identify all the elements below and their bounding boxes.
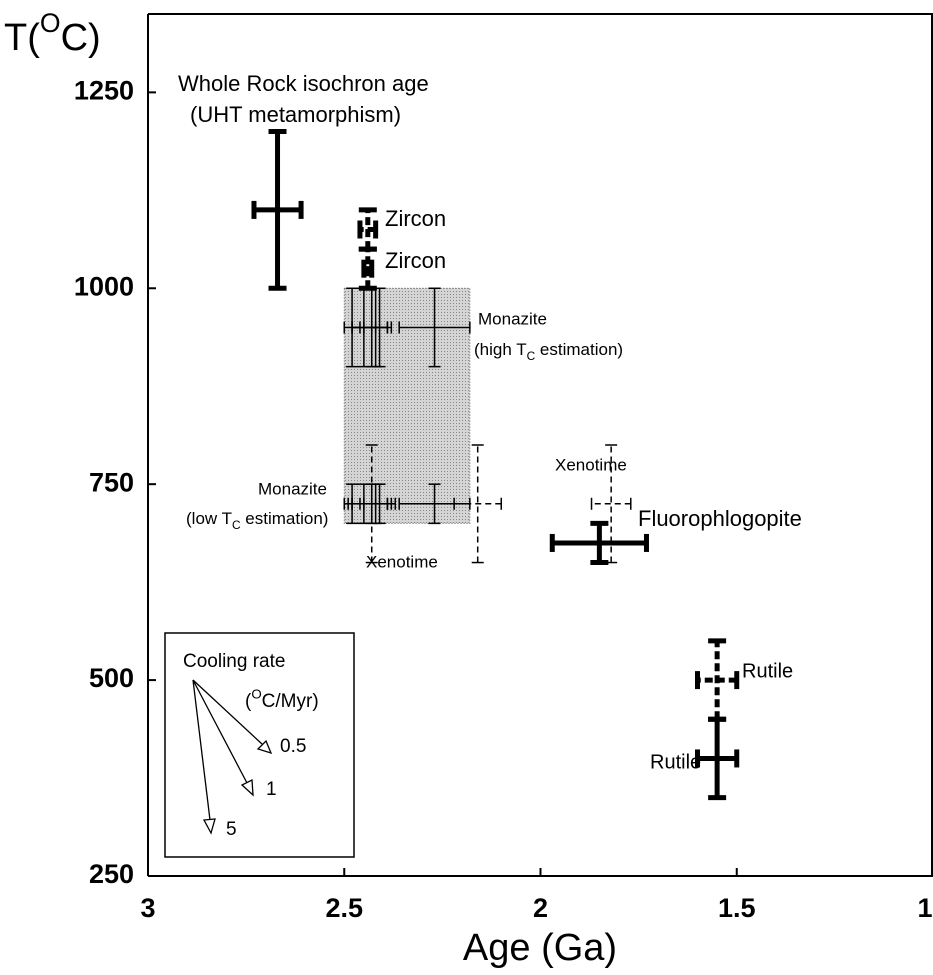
y-axis-label-part: C) bbox=[61, 17, 101, 59]
y-tick-label: 250 bbox=[89, 859, 134, 889]
annotation: Xenotime bbox=[555, 455, 627, 474]
annotation-part: (high T bbox=[474, 340, 527, 359]
y-tick-label: 1250 bbox=[74, 75, 134, 105]
cooling-arrows bbox=[192, 679, 273, 835]
shaded-region bbox=[343, 287, 471, 524]
annotation: Whole Rock isochron age bbox=[178, 71, 429, 96]
error-point bbox=[370, 287, 389, 368]
annotation: Zircon bbox=[385, 248, 446, 273]
annotation: Rutile bbox=[650, 751, 701, 773]
inset-unit: (OC/Myr) bbox=[245, 686, 319, 712]
annotation: Zircon bbox=[385, 206, 446, 231]
annotation: Rutile bbox=[742, 660, 793, 682]
inset-box bbox=[164, 632, 355, 858]
annotation-part: estimation) bbox=[241, 509, 329, 528]
x-tick-label: 2.5 bbox=[325, 893, 363, 923]
inset-rate: 1 bbox=[266, 779, 277, 800]
y-axis-label: T(OC) bbox=[4, 8, 101, 59]
annotation-part: C bbox=[527, 349, 536, 363]
x-tick-label: 1 bbox=[917, 893, 932, 923]
inset-rate: 5 bbox=[226, 819, 237, 840]
error-point bbox=[695, 716, 740, 801]
y-tick-label: 500 bbox=[89, 663, 134, 693]
annotation: Fluorophlogopite bbox=[638, 506, 802, 531]
x-axis-label: Age (Ga) bbox=[463, 927, 617, 969]
x-tick-label: 3 bbox=[140, 893, 155, 923]
error-point bbox=[347, 444, 397, 564]
annotation-part: C bbox=[232, 518, 241, 532]
annotation-part: estimation) bbox=[535, 340, 623, 359]
inset-unit-part: ( bbox=[245, 691, 252, 712]
error-point bbox=[590, 444, 632, 564]
error-point bbox=[251, 129, 304, 291]
x-tick-label: 1.5 bbox=[718, 893, 756, 923]
annotation: (high TC estimation) bbox=[474, 340, 623, 363]
x-tick-label: 2 bbox=[533, 893, 548, 923]
y-axis-label-part: O bbox=[40, 8, 61, 38]
annotation: Xenotime bbox=[366, 552, 438, 571]
error-point bbox=[398, 483, 471, 525]
annotation: (UHT metamorphism) bbox=[190, 102, 401, 127]
inset-unit-part: O bbox=[251, 686, 261, 701]
y-axis-label-part: T( bbox=[4, 17, 40, 59]
error-point bbox=[549, 520, 649, 566]
y-tick-label: 750 bbox=[89, 467, 134, 497]
inset-unit-part: C/Myr) bbox=[262, 691, 319, 712]
inset-rate: 0.5 bbox=[280, 736, 306, 757]
error-point bbox=[453, 444, 502, 564]
annotation: (low TC estimation) bbox=[186, 509, 328, 532]
error-point bbox=[398, 287, 471, 368]
annotation: Monazite bbox=[258, 479, 327, 498]
y-tick-label: 1000 bbox=[74, 271, 134, 301]
annotation: Monazite bbox=[478, 309, 547, 328]
inset-title: Cooling rate bbox=[183, 651, 285, 672]
annotation-part: (low T bbox=[186, 509, 232, 528]
